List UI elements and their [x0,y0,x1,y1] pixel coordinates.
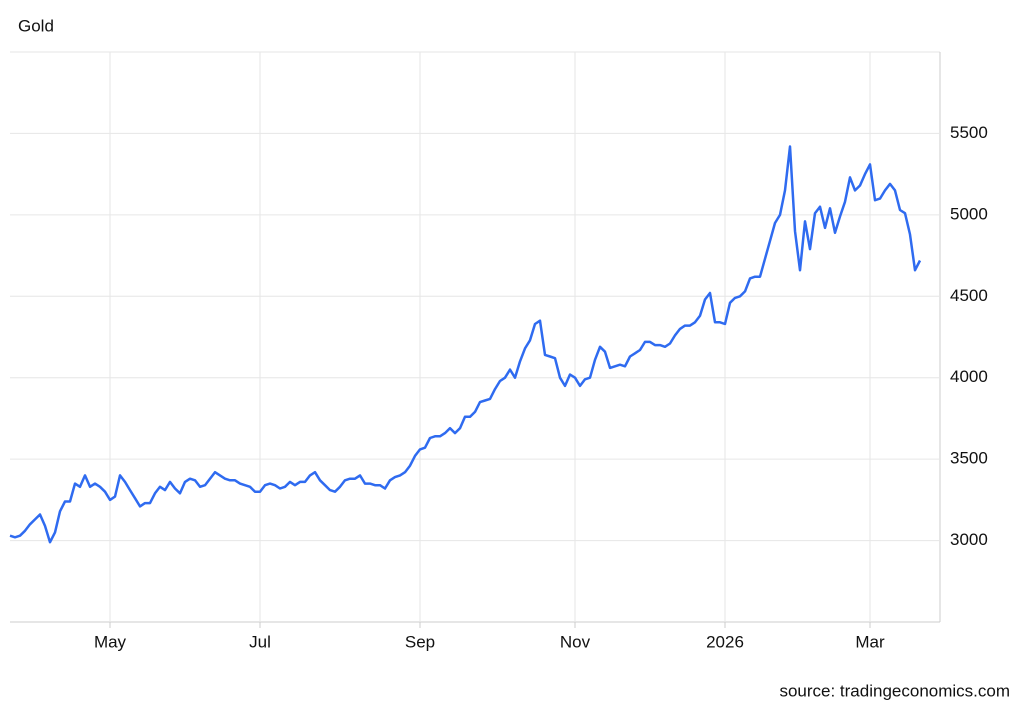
y-tick-label: 4500 [950,286,988,305]
chart-title: Gold [18,16,54,35]
y-tick-label: 3000 [950,530,988,549]
x-tick-label: Mar [855,632,885,651]
y-tick-label: 5500 [950,123,988,142]
y-tick-label: 3500 [950,449,988,468]
source: source: tradingeconomics.com [779,681,1010,700]
x-tick-label: 2026 [706,632,744,651]
y-tick-label: 4000 [950,367,988,386]
x-tick-label: Nov [560,632,591,651]
y-tick-label: 5000 [950,204,988,223]
price-line [9,145,922,544]
x-tick-label: May [94,632,127,651]
x-tick-label: Jul [249,632,271,651]
x-tick-label: Sep [405,632,435,651]
